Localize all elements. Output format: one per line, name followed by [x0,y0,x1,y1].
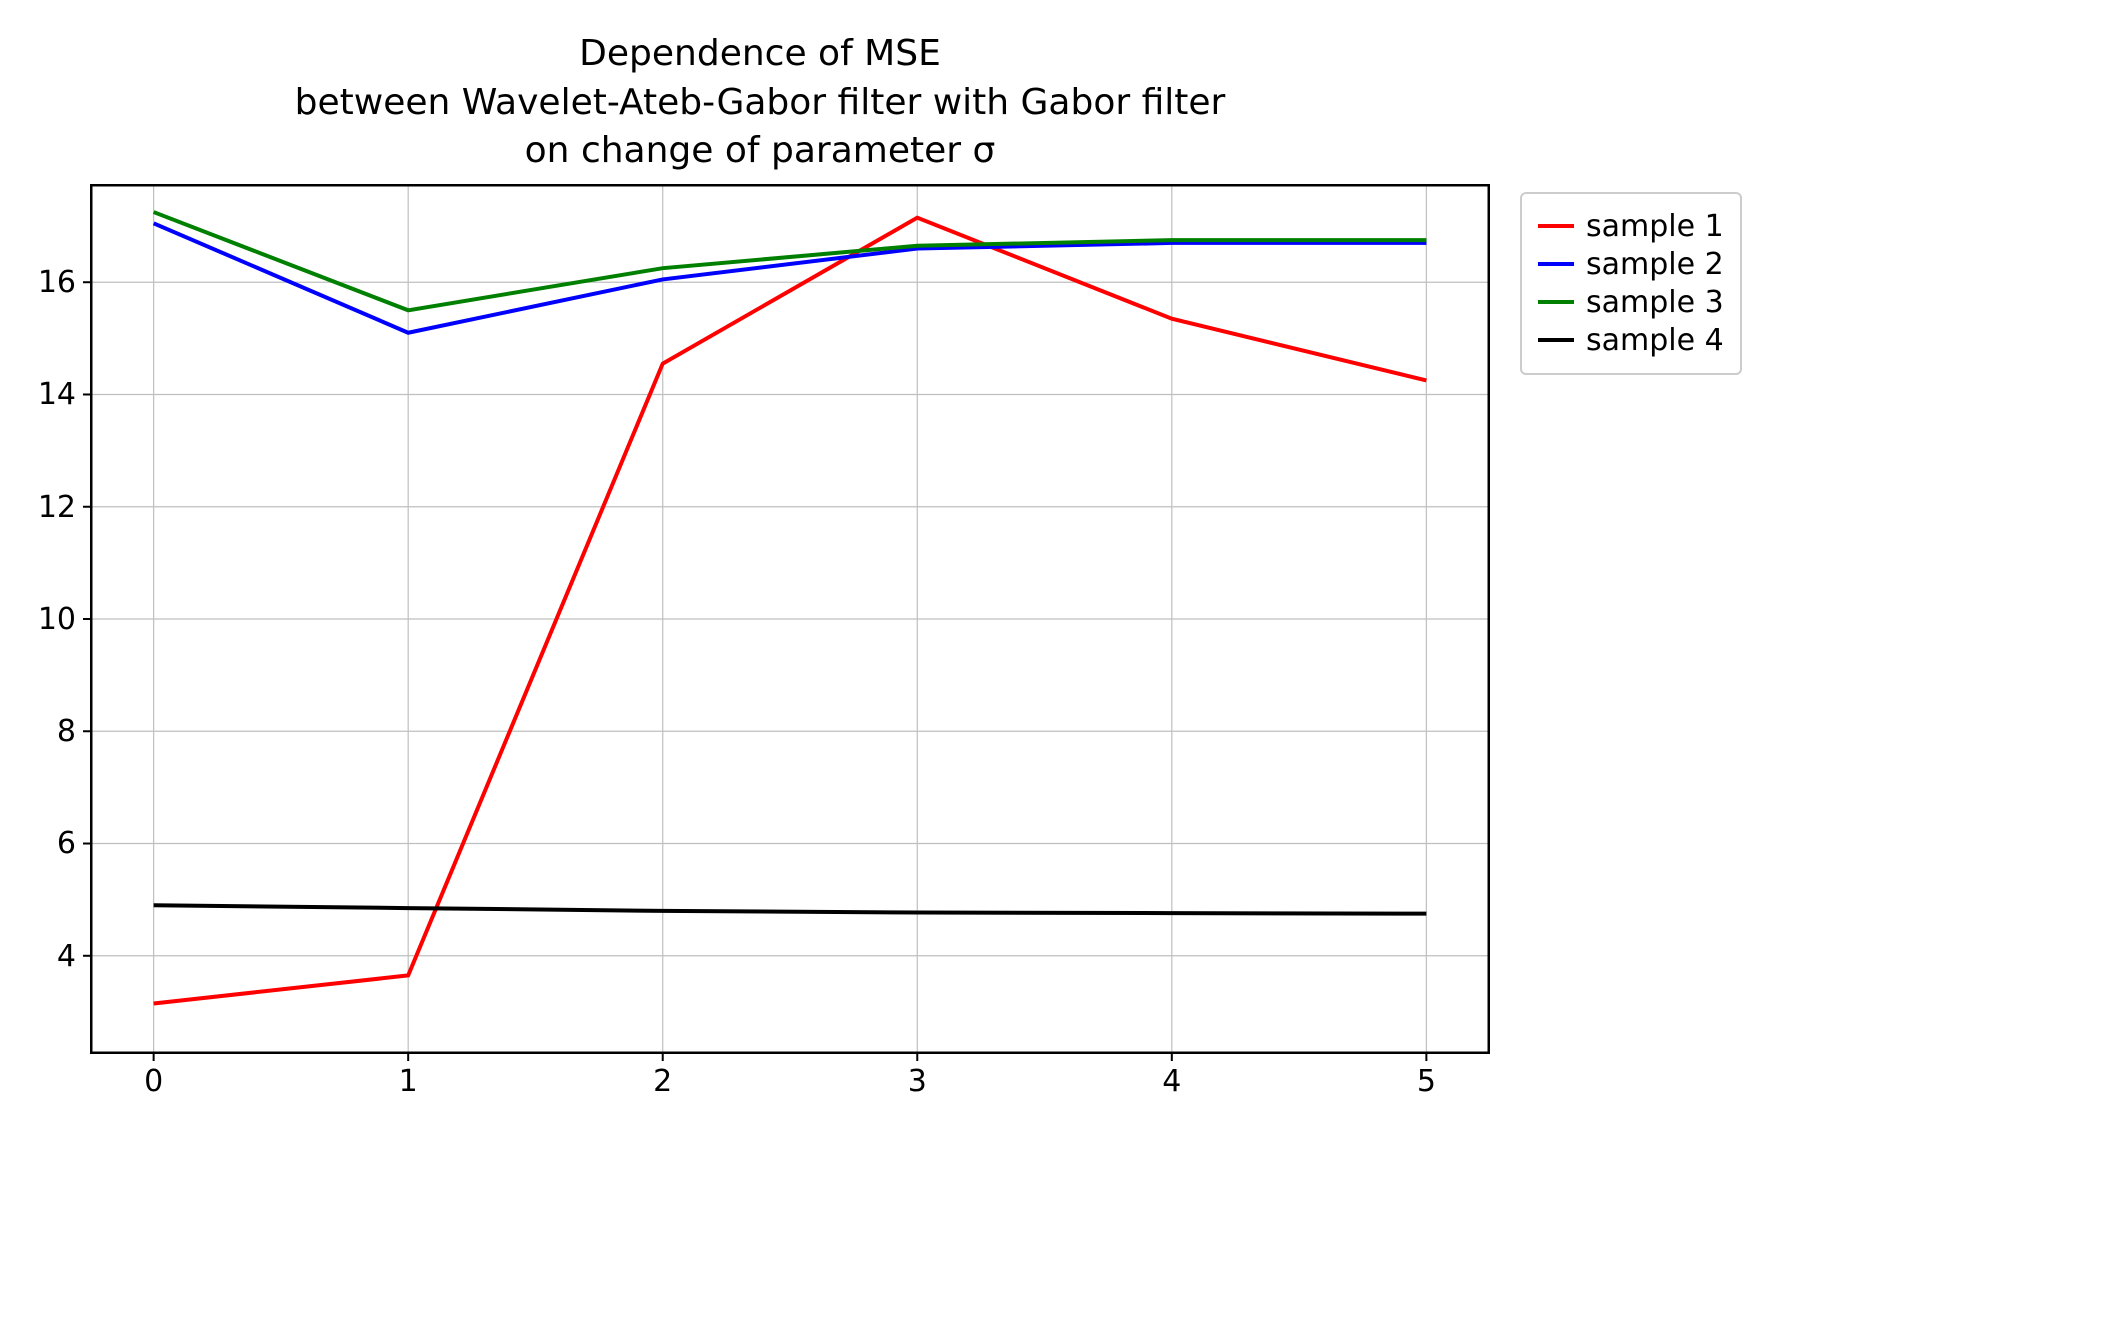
legend-label: sample 1 [1586,209,1724,244]
y-tick-label: 4 [57,939,76,974]
x-tick-label: 5 [1406,1064,1446,1099]
legend: sample 1sample 2sample 3sample 4 [1520,192,1742,375]
x-tick-label: 3 [897,1064,937,1099]
x-tick-label: 2 [643,1064,683,1099]
legend-item-3: sample 3 [1538,285,1724,320]
y-tick-label: 6 [57,826,76,861]
x-axis: 0 1 2 3 4 5 [90,1054,1490,1104]
x-tick-label: 1 [388,1064,428,1099]
legend-label: sample 4 [1586,323,1724,358]
chart-main: Dependence of MSE between Wavelet-Ateb-G… [30,30,1490,1104]
chart-container: Dependence of MSE between Wavelet-Ateb-G… [30,30,2097,1104]
legend-swatch [1538,262,1574,266]
legend-label: sample 2 [1586,247,1724,282]
y-tick-label: 14 [38,377,76,412]
plot-wrapper: 46810121416 012345 [30,184,1490,1104]
legend-swatch [1538,224,1574,228]
x-tick-label: 0 [134,1064,174,1099]
legend-item-2: sample 2 [1538,247,1724,282]
legend-swatch [1538,338,1574,342]
plot-svg [90,184,1490,1054]
legend-label: sample 3 [1586,285,1724,320]
y-tick-label: 12 [38,490,76,525]
y-tick-label: 10 [38,602,76,637]
legend-item-4: sample 4 [1538,323,1724,358]
y-axis: 4 6 8 10 12 14 16 [30,184,90,1054]
y-tick-label: 16 [38,265,76,300]
legend-swatch [1538,300,1574,304]
plot-area [90,184,1490,1054]
legend-item-1: sample 1 [1538,209,1724,244]
chart-title: Dependence of MSE between Wavelet-Ateb-G… [295,30,1226,176]
y-tick-label: 8 [57,714,76,749]
x-tick-label: 4 [1152,1064,1192,1099]
